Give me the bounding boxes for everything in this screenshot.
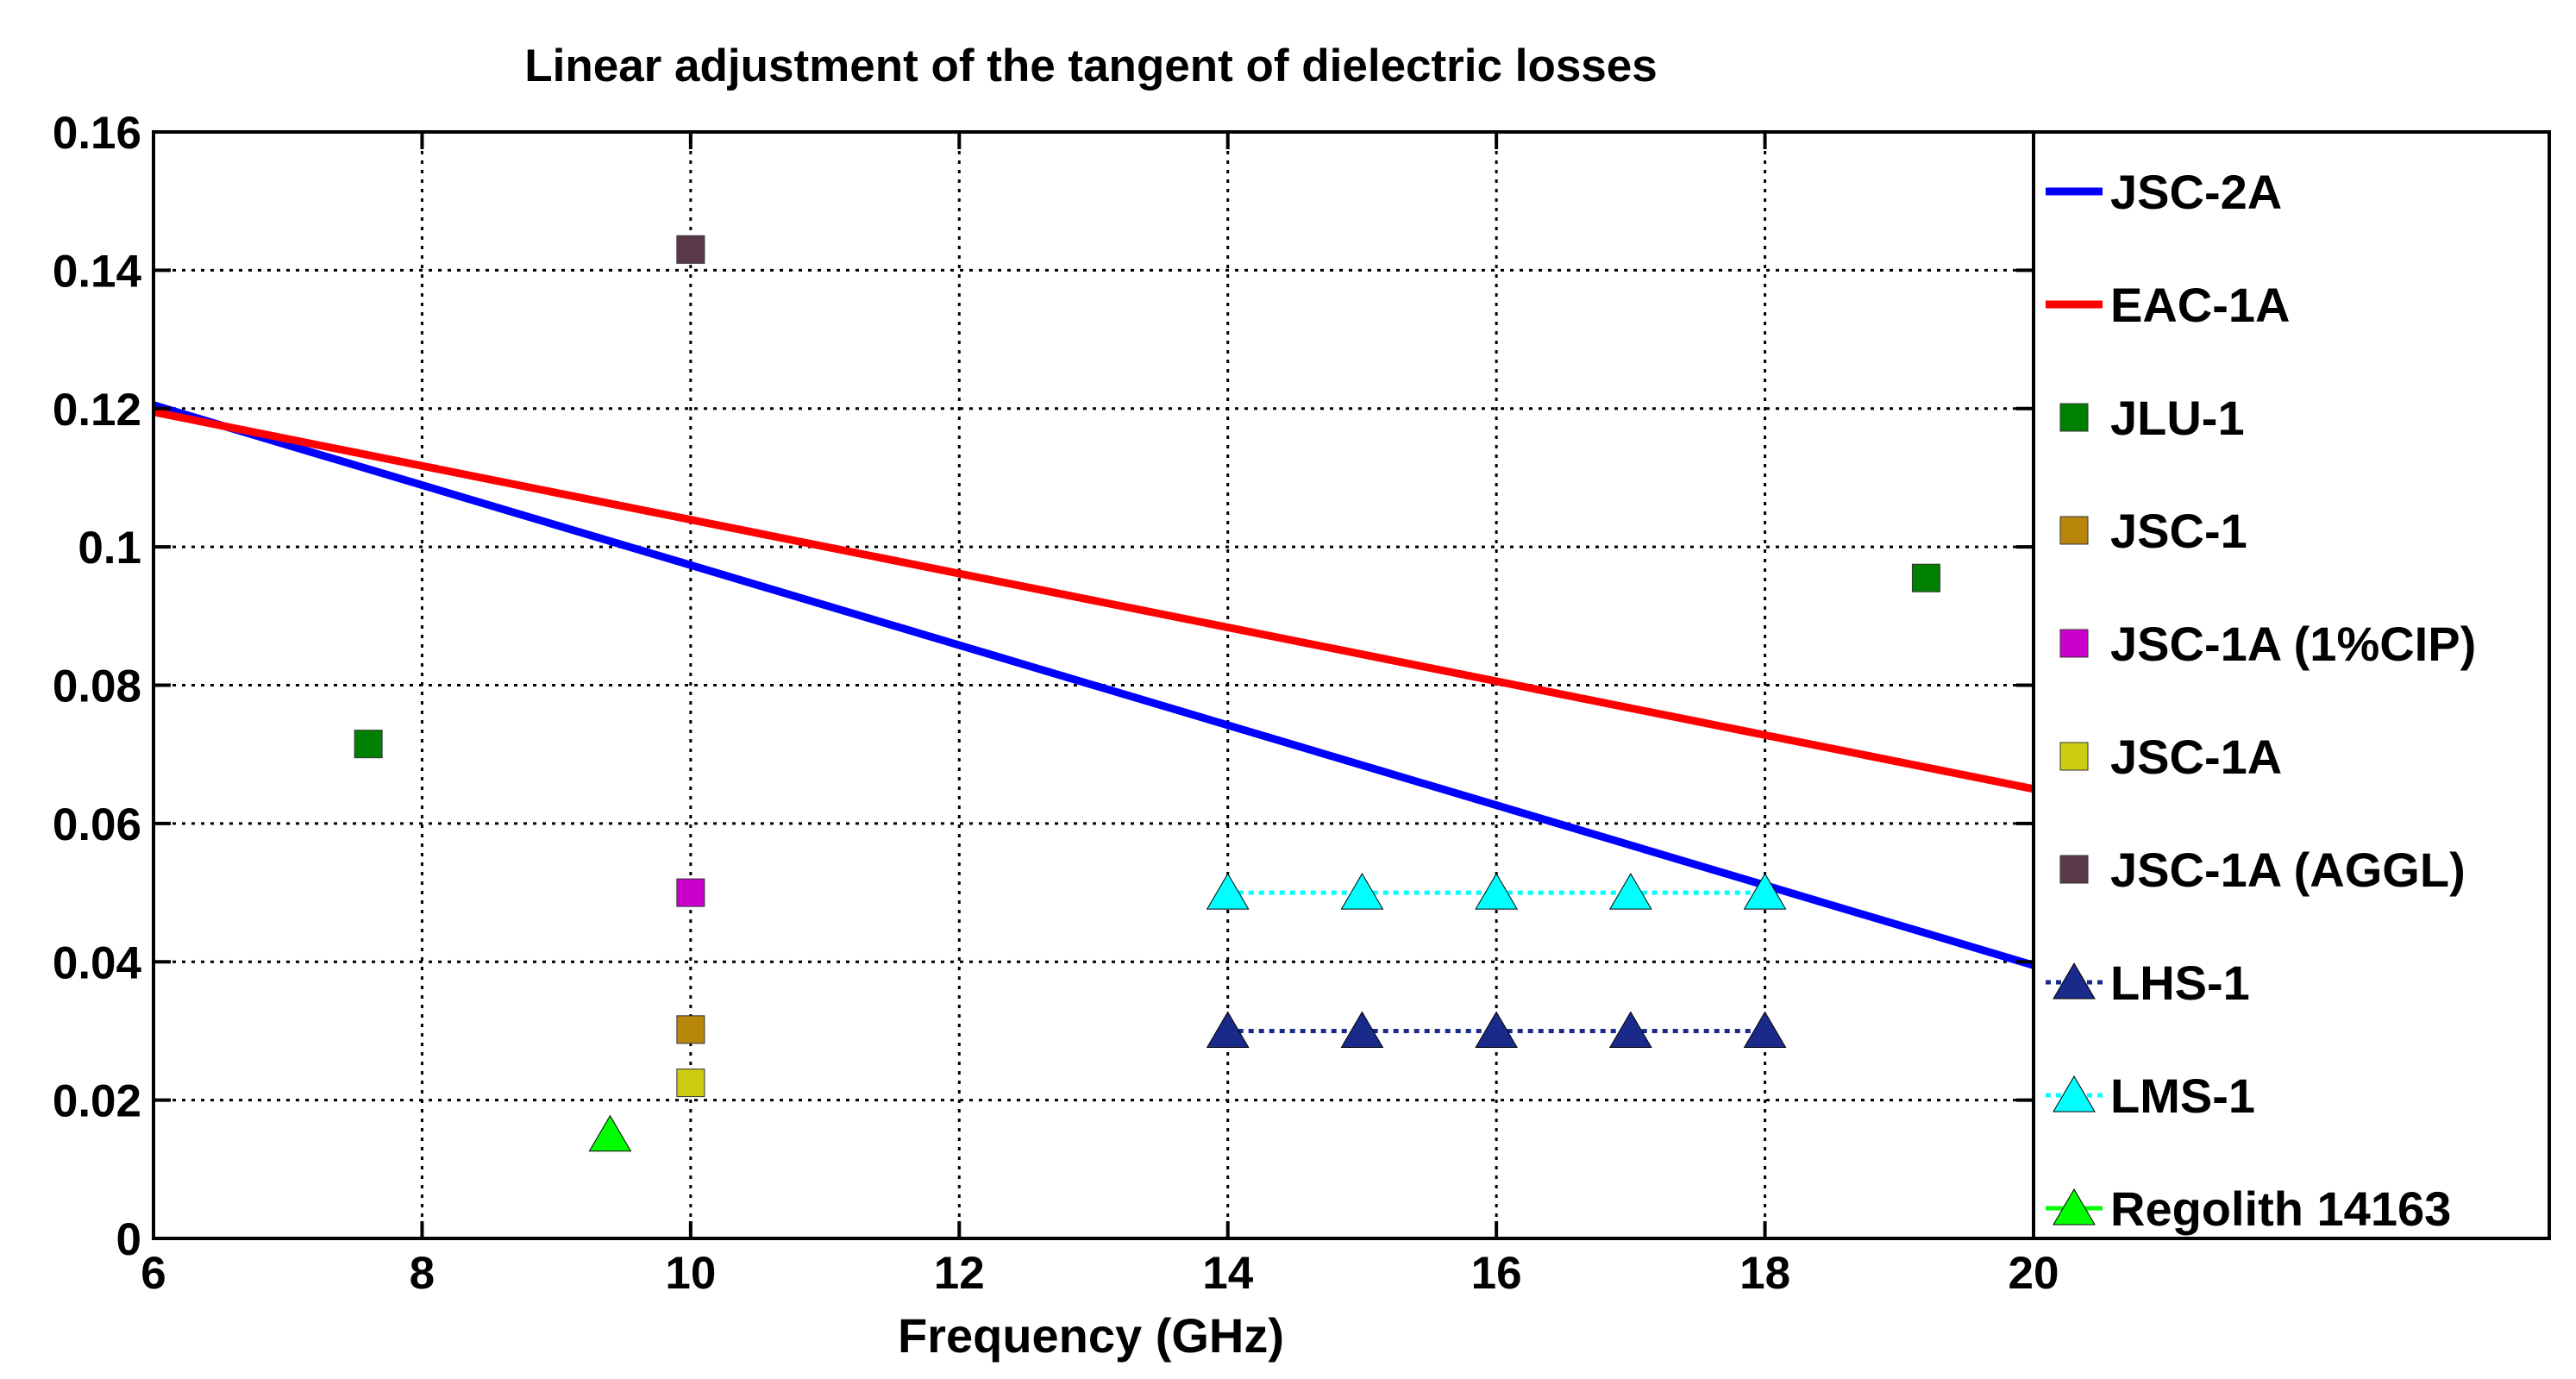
tick-layer: 6 8 10 12 14 16 18 20 0 0.02 0.04 0.06 0.08 0.1 0.12 0.… — [53, 108, 2059, 1299]
y-tick-label: 0.06 — [53, 799, 141, 850]
legend-swatch-marker — [2059, 742, 2089, 771]
legend-item-jsc-1: JSC-1 — [2059, 504, 2247, 558]
legend-item-jsc-1a-aggl: JSC-1A (AGGL) — [2059, 843, 2466, 897]
series-eac-1a — [153, 408, 2034, 793]
legend-label: JSC-2A — [2110, 165, 2282, 219]
series-jsc-1 — [676, 1015, 705, 1044]
chart-title: Linear adjustment of the tangent of diel… — [524, 41, 1657, 91]
y-tick-label: 0.16 — [53, 108, 141, 159]
legend-swatch-marker — [2053, 962, 2096, 1000]
x-tick-label: 6 — [141, 1248, 166, 1299]
legend-label: Regolith 14163 — [2110, 1182, 2451, 1236]
legend: JSC-2A EAC-1A JLU-1 JSC-1 JSC-1A (1%CIP) JSC-… — [2046, 165, 2476, 1236]
data-point — [1206, 1011, 1250, 1048]
series-layer — [152, 235, 2035, 1152]
legend-label: LMS-1 — [2110, 1069, 2255, 1123]
legend-item-regolith-14163: Regolith 14163 — [2046, 1182, 2451, 1236]
legend-item-lhs-1: LHS-1 — [2046, 956, 2250, 1010]
series-regolith-14163 — [588, 1114, 632, 1152]
data-point — [1608, 873, 1652, 910]
data-point — [1206, 873, 1250, 910]
legend-item-jsc-2a: JSC-2A — [2046, 165, 2282, 219]
x-tick-label: 20 — [2009, 1248, 2059, 1299]
legend-item-lms-1: LMS-1 — [2046, 1069, 2255, 1123]
y-tick-label: 0.04 — [53, 937, 142, 988]
x-tick-label: 10 — [665, 1248, 716, 1299]
data-point — [676, 1069, 705, 1098]
x-tick-label: 12 — [934, 1248, 985, 1299]
legend-box — [2032, 130, 2551, 1240]
data-point — [1340, 873, 1384, 910]
x-axis-label: Frequency (GHz) — [898, 1308, 1284, 1363]
series-line-eac-1a — [153, 408, 2034, 793]
legend-label: JSC-1A (AGGL) — [2110, 843, 2466, 897]
legend-swatch-marker — [2059, 516, 2089, 545]
series-jsc-1a — [676, 1069, 705, 1098]
data-point — [354, 730, 383, 759]
series-lms-1 — [1206, 873, 1787, 910]
legend-swatch-marker — [2059, 403, 2089, 432]
y-tick-label: 0.14 — [53, 246, 142, 297]
legend-label: LHS-1 — [2110, 956, 2250, 1010]
legend-swatch-marker — [2053, 1075, 2096, 1113]
legend-label: JSC-1A (1%CIP) — [2110, 617, 2476, 671]
y-tick-label: 0.1 — [78, 523, 141, 574]
data-point — [1475, 1011, 1519, 1048]
legend-label: EAC-1A — [2110, 278, 2290, 332]
legend-label: JSC-1A — [2110, 730, 2282, 784]
legend-item-eac-1a: EAC-1A — [2046, 278, 2290, 332]
series-lhs-1 — [1206, 1011, 1787, 1048]
x-tick-label: 16 — [1471, 1248, 1522, 1299]
legend-item-jsc-1a: JSC-1A — [2059, 730, 2282, 784]
legend-swatch-marker — [2053, 1188, 2096, 1225]
legend-swatch-marker — [2059, 855, 2089, 884]
data-point — [1340, 1011, 1384, 1048]
data-point — [1743, 1011, 1787, 1048]
series-jlu-1 — [354, 563, 1940, 759]
data-point — [676, 878, 705, 907]
series-jsc-2a — [152, 401, 2035, 969]
data-point — [1608, 1011, 1652, 1048]
legend-swatch-marker — [2059, 629, 2089, 658]
x-tick-label: 18 — [1739, 1248, 1790, 1299]
series-jsc-1a-aggl — [676, 235, 705, 264]
x-tick-label: 8 — [410, 1248, 435, 1299]
data-point — [1911, 563, 1940, 592]
legend-label: JSC-1 — [2110, 504, 2247, 558]
y-tick-label: 0.12 — [53, 385, 141, 436]
y-tick-label: 0 — [116, 1214, 141, 1265]
grid-layer — [154, 132, 2034, 1238]
y-tick-label: 0.02 — [53, 1076, 141, 1127]
legend-label: JLU-1 — [2110, 391, 2245, 445]
data-point — [676, 1015, 705, 1044]
legend-item-jsc-1a-1-cip: JSC-1A (1%CIP) — [2059, 617, 2476, 671]
series-line-jsc-2a — [152, 401, 2035, 969]
y-tick-label: 0.08 — [53, 661, 141, 712]
data-point — [1743, 873, 1787, 910]
x-tick-label: 14 — [1202, 1248, 1253, 1299]
data-point — [676, 235, 705, 264]
legend-item-jlu-1: JLU-1 — [2059, 391, 2245, 445]
data-point — [588, 1114, 632, 1152]
series-jsc-1a-1-cip — [676, 878, 705, 907]
data-point — [1475, 873, 1519, 910]
